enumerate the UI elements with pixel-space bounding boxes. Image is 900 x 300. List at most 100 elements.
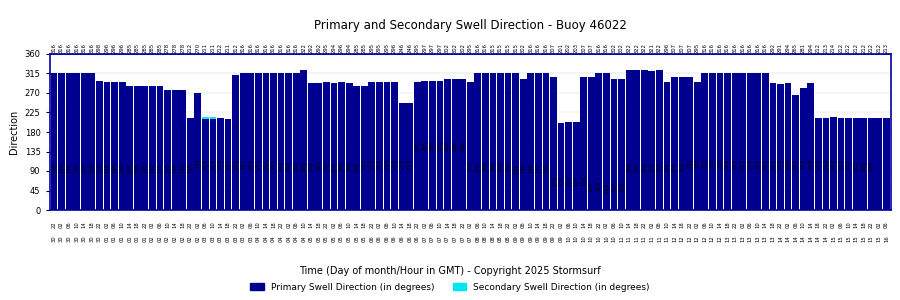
Bar — [732, 73, 739, 210]
Text: 215: 215 — [195, 158, 201, 169]
Bar — [777, 118, 784, 210]
Bar — [626, 70, 633, 210]
Text: 202: 202 — [339, 161, 344, 171]
Text: 02: 02 — [165, 235, 170, 242]
Text: 22: 22 — [597, 221, 601, 228]
Text: 22: 22 — [142, 221, 148, 228]
Text: 201: 201 — [672, 161, 677, 172]
Text: 22: 22 — [324, 221, 329, 228]
Text: 01: 01 — [112, 235, 117, 242]
Bar — [354, 86, 360, 210]
Bar — [270, 73, 277, 210]
Text: 06: 06 — [566, 221, 572, 228]
Text: 214: 214 — [202, 159, 208, 169]
Bar — [550, 152, 557, 210]
Bar — [641, 70, 648, 210]
Text: 316: 316 — [483, 43, 488, 53]
Text: 07: 07 — [437, 235, 443, 242]
Text: 06: 06 — [248, 221, 253, 228]
Bar — [474, 73, 482, 210]
Bar — [323, 82, 330, 210]
Text: 296: 296 — [664, 43, 670, 53]
Text: 02: 02 — [150, 235, 155, 242]
Text: 134: 134 — [559, 176, 563, 186]
Bar — [308, 122, 315, 210]
Text: 12: 12 — [688, 235, 692, 242]
Text: 07: 07 — [445, 235, 450, 242]
Bar — [58, 73, 65, 210]
Text: 12: 12 — [710, 235, 715, 242]
Text: 295: 295 — [468, 43, 472, 53]
Bar — [368, 82, 375, 210]
Text: 18: 18 — [362, 221, 367, 228]
Text: 30: 30 — [89, 235, 94, 242]
Text: 01: 01 — [135, 235, 140, 242]
Text: 295: 295 — [384, 43, 390, 53]
Text: 11: 11 — [634, 235, 639, 242]
Text: 18: 18 — [453, 221, 457, 228]
Text: 316: 316 — [264, 43, 268, 53]
Text: 202: 202 — [498, 161, 503, 171]
Text: 315: 315 — [491, 43, 496, 53]
Text: 212: 212 — [763, 159, 768, 169]
Text: 202: 202 — [293, 161, 299, 171]
Text: 213: 213 — [377, 159, 382, 169]
Text: 212: 212 — [786, 159, 790, 169]
Text: 134: 134 — [551, 176, 556, 186]
Bar — [255, 118, 262, 210]
Text: 22: 22 — [233, 221, 238, 228]
Text: 316: 316 — [748, 43, 752, 53]
Text: 212: 212 — [770, 159, 776, 169]
Text: 11: 11 — [650, 235, 654, 242]
Text: Time (Day of month/Hour in GMT) - Copyright 2025 Stormsurf: Time (Day of month/Hour in GMT) - Copyri… — [299, 266, 601, 277]
Text: 195: 195 — [135, 163, 140, 173]
Text: 316: 316 — [733, 43, 738, 53]
Text: 10: 10 — [710, 221, 715, 228]
Bar — [399, 103, 406, 210]
Bar — [330, 82, 338, 210]
Text: 212: 212 — [748, 159, 752, 169]
Bar — [626, 123, 633, 210]
Text: 207: 207 — [324, 160, 329, 170]
Bar — [239, 73, 247, 210]
Text: 201: 201 — [634, 161, 639, 172]
Text: 09: 09 — [544, 235, 548, 242]
Bar — [361, 118, 368, 210]
Text: 10: 10 — [165, 221, 170, 228]
Text: 02: 02 — [740, 221, 745, 228]
Text: 10: 10 — [611, 235, 616, 242]
Text: 22: 22 — [279, 221, 284, 228]
Bar — [187, 125, 194, 210]
Text: 02: 02 — [422, 221, 427, 228]
Bar — [580, 77, 587, 210]
Bar — [346, 82, 353, 210]
Text: 02: 02 — [286, 221, 291, 228]
Text: 201: 201 — [626, 161, 632, 172]
Text: 108: 108 — [619, 182, 624, 192]
Text: 195: 195 — [120, 163, 124, 173]
Bar — [164, 89, 171, 210]
Bar — [845, 118, 852, 210]
Text: 297: 297 — [430, 43, 435, 53]
Bar — [550, 77, 557, 210]
Text: 212: 212 — [793, 159, 798, 169]
Text: 200: 200 — [355, 162, 359, 172]
Text: 08: 08 — [483, 235, 488, 242]
Text: 202: 202 — [506, 161, 510, 171]
Text: 316: 316 — [74, 43, 79, 53]
Bar — [671, 77, 678, 210]
Text: 297: 297 — [422, 43, 427, 53]
Text: 322: 322 — [634, 43, 639, 53]
Text: 134: 134 — [581, 176, 586, 186]
Text: 202: 202 — [286, 161, 291, 171]
Text: 11: 11 — [626, 235, 632, 242]
Text: 322: 322 — [626, 43, 632, 53]
Text: 02: 02 — [195, 221, 201, 228]
Bar — [747, 73, 753, 210]
Text: 10: 10 — [256, 221, 261, 228]
Text: 06: 06 — [748, 221, 752, 228]
Text: 02: 02 — [150, 221, 155, 228]
Bar — [663, 123, 670, 210]
Bar — [512, 74, 519, 210]
Text: 06: 06 — [158, 221, 163, 228]
